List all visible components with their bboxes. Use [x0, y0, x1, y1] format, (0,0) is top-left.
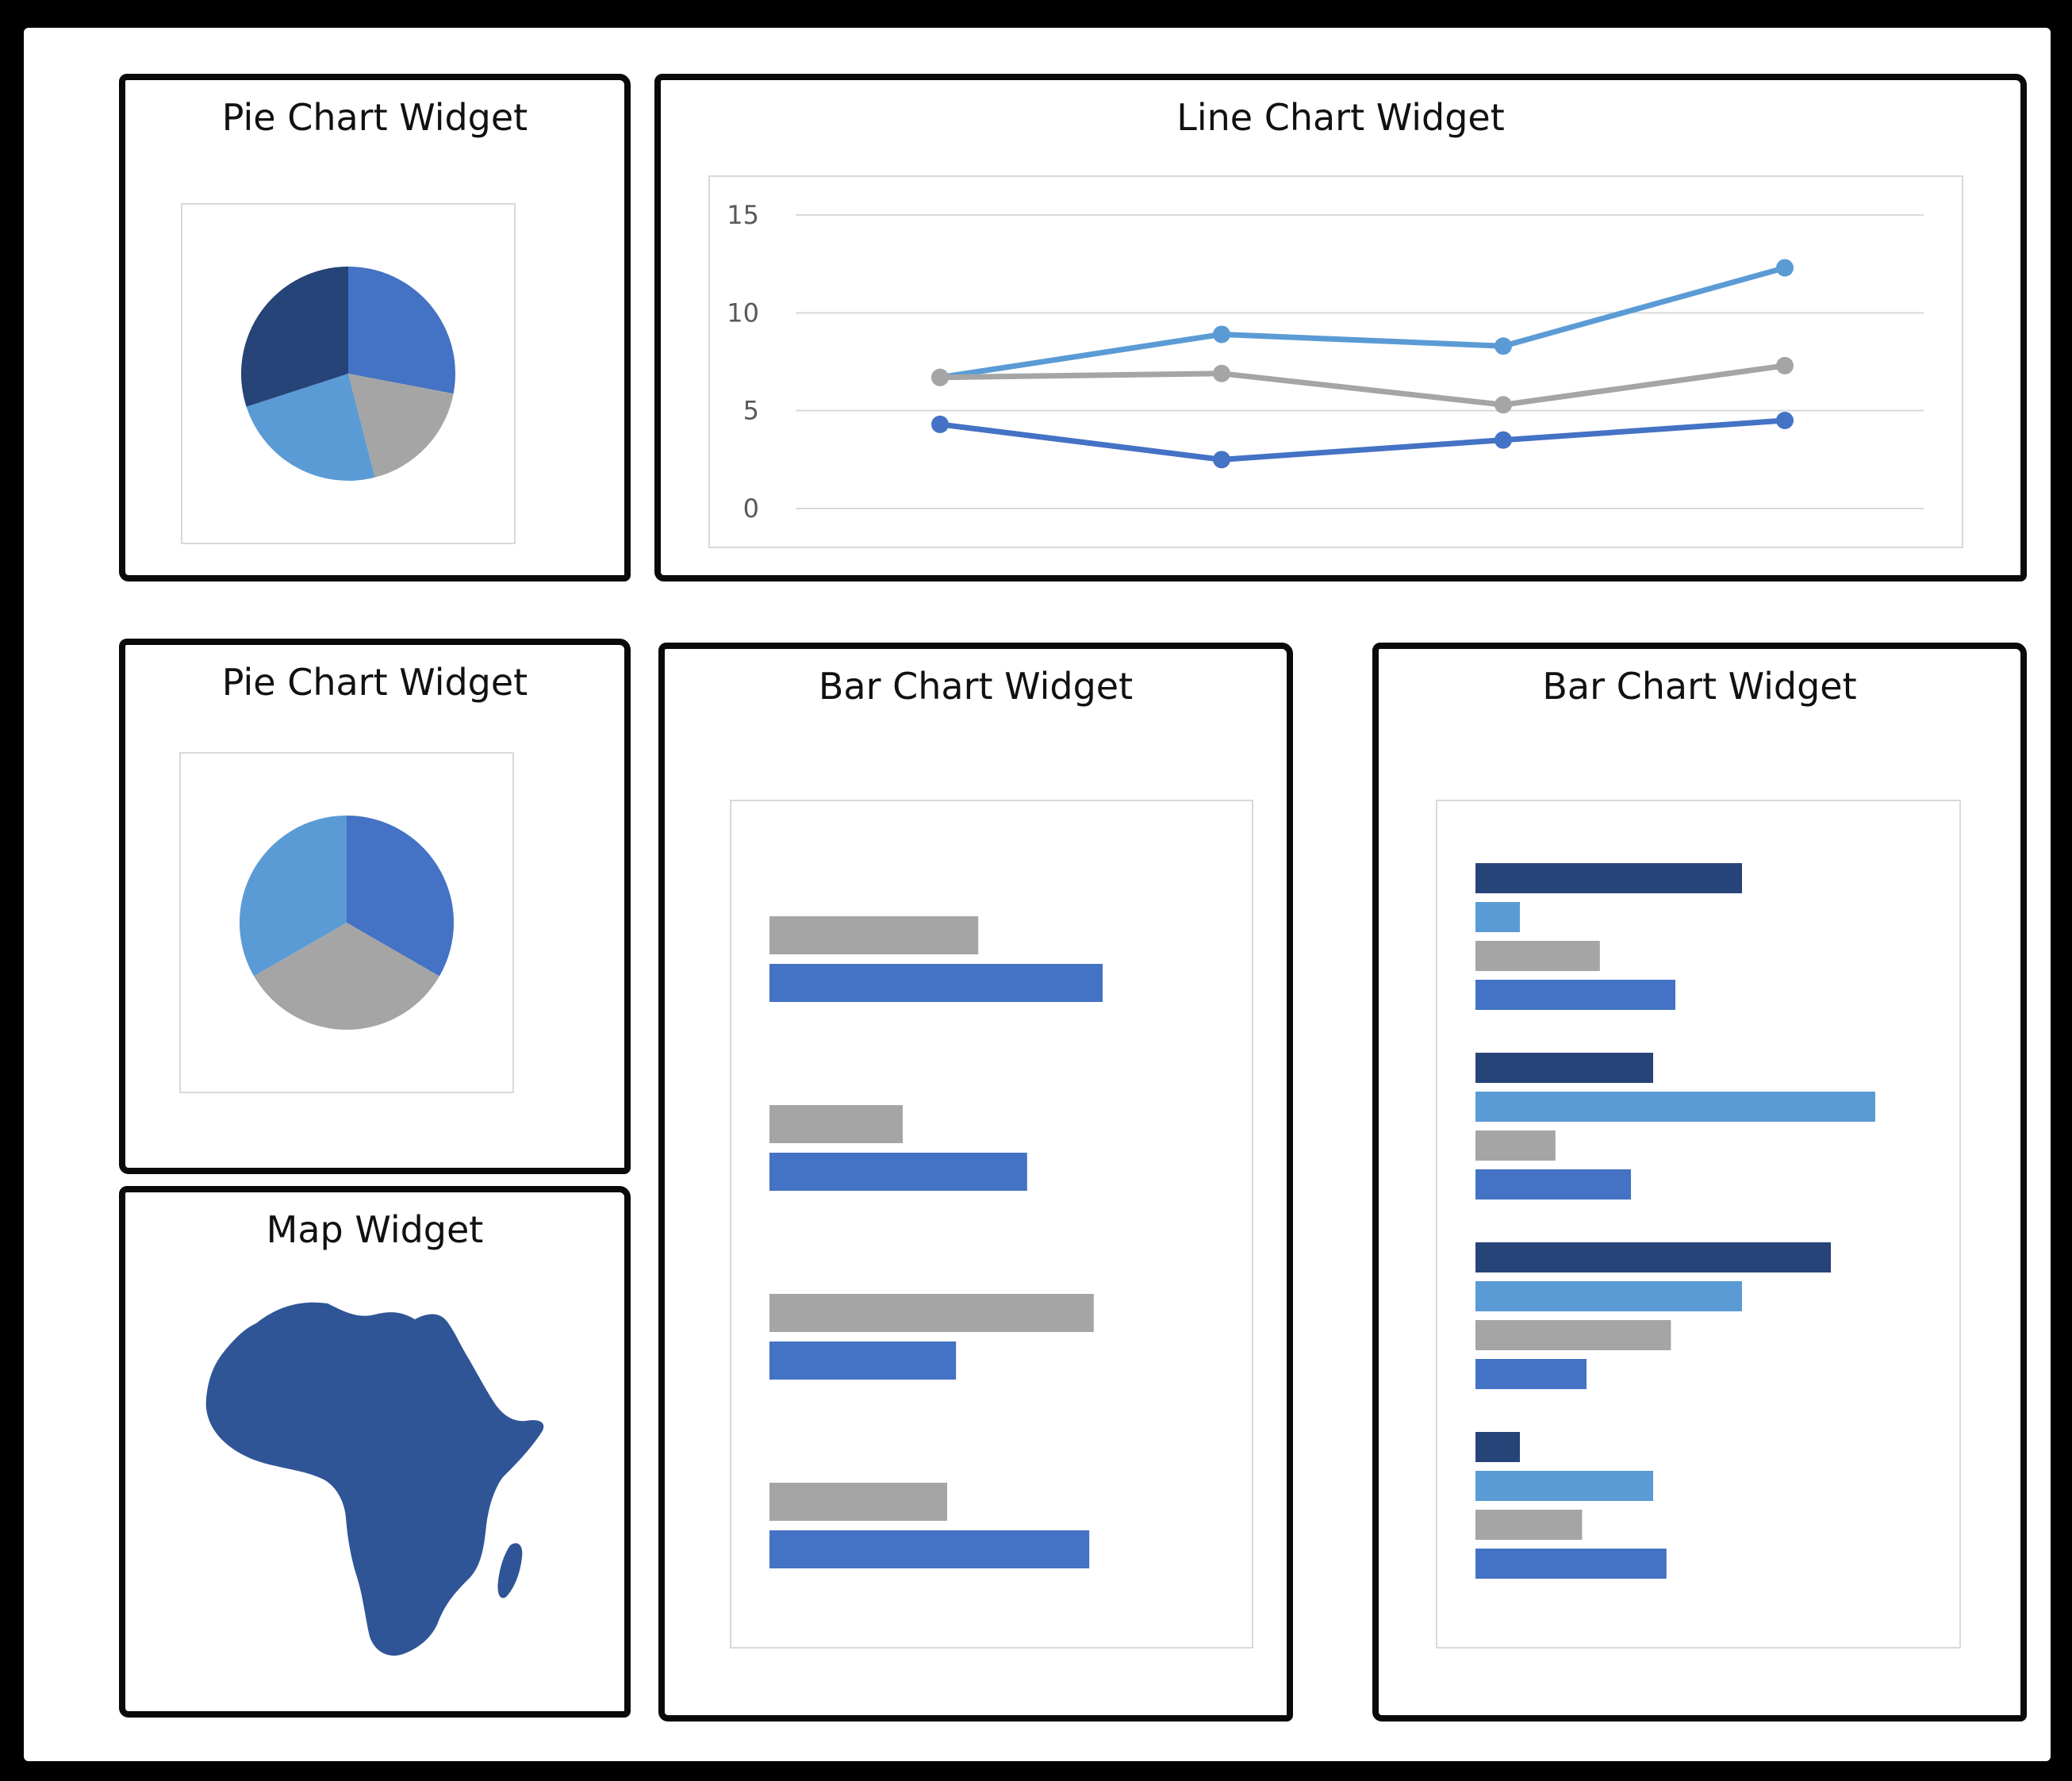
bar-2-4 — [1475, 1169, 1631, 1199]
bar-2-2 — [1475, 1092, 1875, 1122]
bar-4-1 — [1475, 1432, 1520, 1462]
pie-slice-3 — [240, 816, 347, 977]
series-1-point — [1495, 337, 1512, 355]
bar-chart-2 — [1475, 863, 1875, 1579]
series-2-point — [931, 368, 949, 386]
bar-3-3 — [1475, 1320, 1671, 1350]
bar-4-2 — [1475, 1471, 1653, 1501]
bar-3-1 — [769, 1294, 1094, 1332]
pie-slice-2 — [348, 374, 454, 478]
bar-3-2 — [1475, 1281, 1742, 1311]
pie-slice-1 — [348, 267, 455, 394]
line-chart: 0 5 10 15 — [727, 200, 1924, 524]
pie-slice-2 — [254, 923, 439, 1030]
series-line-2 — [939, 363, 1786, 408]
africa-shape — [205, 1302, 544, 1656]
bar-1-2 — [769, 964, 1103, 1002]
bar-1-1 — [769, 916, 979, 954]
widget-title: Pie Chart Widget — [221, 96, 528, 139]
widget-title: Bar Chart Widget — [818, 665, 1134, 708]
pie-slice-4 — [241, 267, 348, 407]
bar-3-1 — [1475, 1242, 1831, 1272]
series-2-point — [1776, 356, 1794, 374]
bar-plot-area — [1436, 800, 1961, 1649]
bar-4-1 — [769, 1483, 947, 1521]
series-1-point — [1776, 259, 1794, 277]
widget-title: Map Widget — [266, 1208, 484, 1251]
pie-chart-1 — [241, 267, 455, 481]
bar-4-4 — [1475, 1549, 1667, 1579]
series-3-point — [1776, 412, 1794, 429]
bar-3-4 — [1475, 1359, 1587, 1389]
series-3-point — [931, 415, 949, 433]
series-3-point — [1213, 451, 1230, 469]
bar-1-4 — [1475, 980, 1675, 1010]
pie-chart-widget-2: Pie Chart Widget — [119, 639, 631, 1174]
bar-plot-area — [730, 800, 1253, 1649]
bar-4-3 — [1475, 1510, 1583, 1540]
y-tick-label: 15 — [727, 200, 759, 230]
bar-2-1 — [1475, 1053, 1653, 1083]
bar-2-1 — [769, 1105, 903, 1143]
series-3-point — [1495, 431, 1512, 449]
series-2-point — [1495, 396, 1512, 414]
line-plot-area: 0 5 10 15 — [708, 175, 1963, 548]
series-line-3 — [939, 417, 1786, 463]
series-2-point — [1213, 364, 1230, 382]
y-tick-label: 10 — [727, 297, 759, 328]
pie-slice-3 — [246, 374, 375, 481]
bar-2-3 — [1475, 1130, 1556, 1161]
pie-plot-area — [181, 203, 516, 544]
widget-title: Pie Chart Widget — [221, 661, 528, 704]
bar-4-2 — [769, 1530, 1090, 1568]
widget-title: Bar Chart Widget — [1542, 665, 1857, 708]
map-widget: Map Widget — [119, 1186, 631, 1718]
pie-chart-2 — [240, 816, 454, 1030]
widget-title: Line Chart Widget — [1176, 96, 1505, 139]
series-line-1 — [939, 265, 1786, 381]
bar-chart-widget-2: Bar Chart Widget — [1372, 643, 2027, 1722]
series-1-point — [1213, 325, 1230, 344]
bar-chart-widget-1: Bar Chart Widget — [658, 643, 1293, 1722]
pie-slice-1 — [347, 816, 454, 977]
africa-map — [205, 1302, 544, 1656]
dashboard-sketch: Pie Chart Widget Line Chart Widget 0 5 10 1… — [24, 28, 2051, 1761]
pie-chart-widget-1: Pie Chart Widget — [119, 74, 631, 582]
bar-chart-1 — [769, 916, 1103, 1568]
bar-1-3 — [1475, 941, 1600, 971]
line-chart-widget: Line Chart Widget 0 5 10 15 — [654, 74, 2027, 582]
bar-1-1 — [1475, 863, 1742, 893]
bar-2-2 — [769, 1153, 1027, 1191]
bar-1-2 — [1475, 902, 1520, 932]
bar-3-2 — [769, 1342, 957, 1380]
pie-plot-area — [179, 752, 514, 1093]
y-tick-label: 0 — [743, 493, 759, 524]
y-tick-label: 5 — [743, 396, 759, 426]
